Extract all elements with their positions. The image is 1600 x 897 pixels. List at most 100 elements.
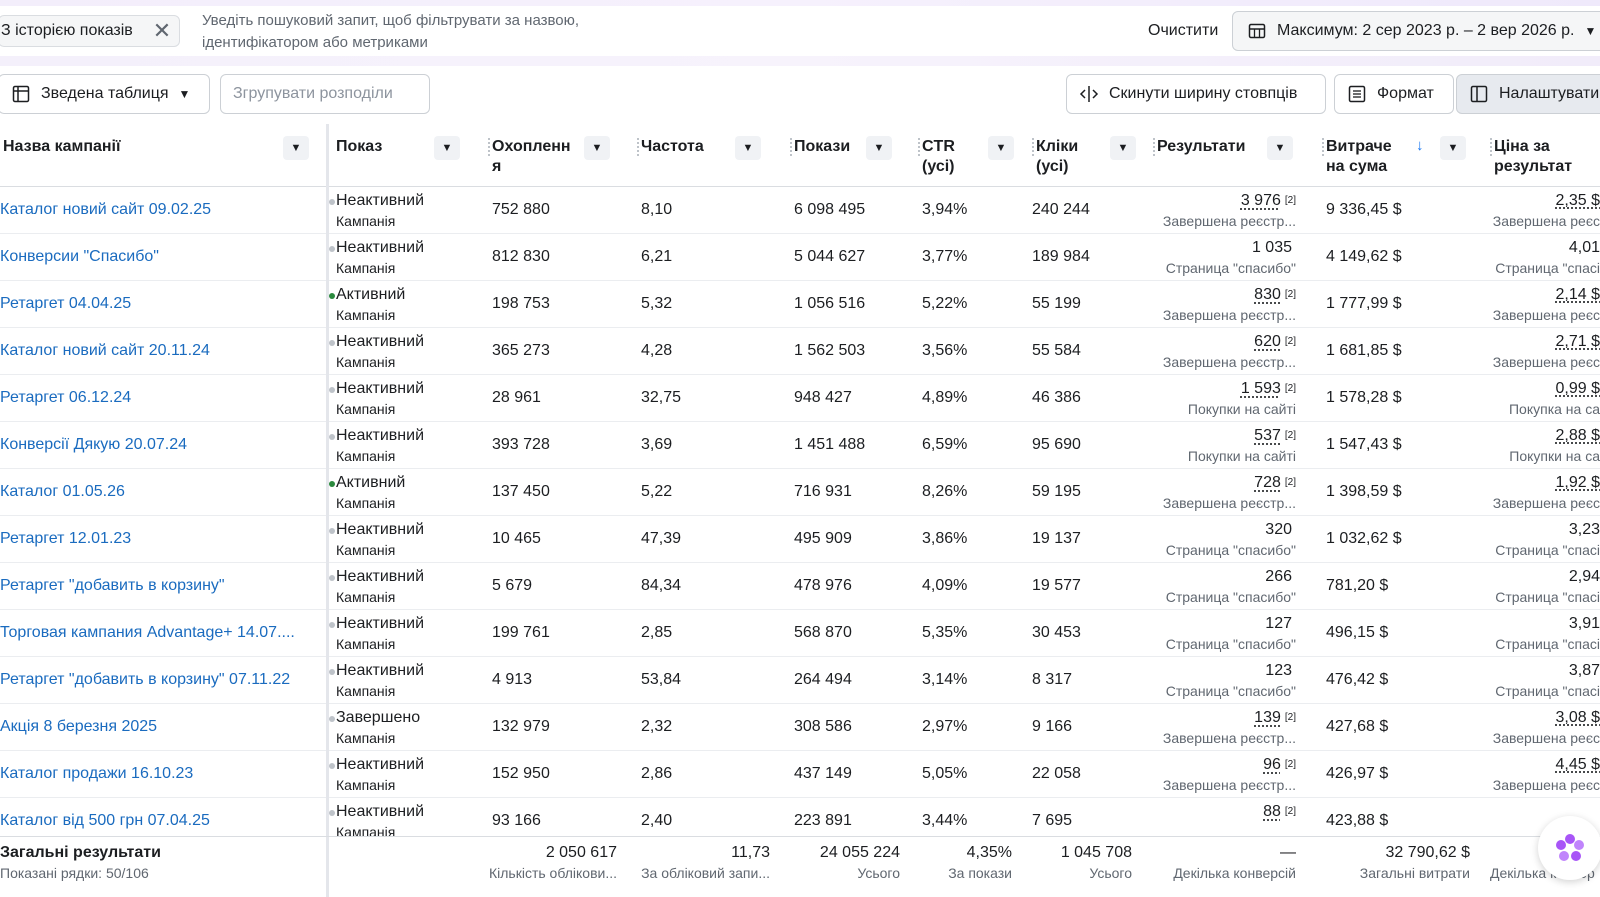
table-row[interactable]: Каталог продажи 16.10.23 Неактивний Камп… (0, 751, 1600, 798)
divider-band (0, 56, 1600, 66)
table-row[interactable]: Ретаргет "добавить в корзину" Неактивний… (0, 563, 1600, 610)
results-value[interactable]: 830 (1254, 286, 1281, 304)
drag-handle-icon[interactable] (488, 138, 493, 156)
reset-column-widths-button[interactable]: Скинути ширину стовпців (1066, 74, 1326, 114)
delivery-level-label: Кампанія (336, 260, 396, 276)
results-value[interactable]: 139 (1254, 709, 1281, 727)
column-header-delivery[interactable]: Показ ▼ (336, 124, 476, 186)
campaign-name-link[interactable]: Каталог новий сайт 09.02.25 (0, 201, 212, 218)
cost-per-result-value: 2,35 $ (1555, 192, 1600, 209)
results-cell: 1 593 [2] Покупки на сайті (1120, 375, 1296, 422)
total-impressions: 24 055 224 Усього (780, 843, 900, 883)
drag-handle-icon[interactable] (918, 138, 923, 156)
chevron-down-icon[interactable]: ▼ (1110, 136, 1136, 160)
results-count-tag: [2] (1284, 289, 1296, 300)
campaign-name-link[interactable]: Торговая кампания Advantage+ 14.07.... (0, 624, 295, 641)
date-range-button[interactable]: Максимум: 2 сер 2023 р. – 2 вер 2026 р. … (1232, 11, 1600, 51)
chevron-down-icon[interactable]: ▼ (434, 136, 460, 160)
chevron-down-icon[interactable]: ▼ (584, 136, 610, 160)
results-value: 123 (1265, 662, 1292, 680)
table-row[interactable]: Ретаргет "добавить в корзину" 07.11.22 Н… (0, 657, 1600, 704)
close-icon[interactable]: ✕ (152, 18, 172, 43)
results-value[interactable]: 1 593 (1240, 380, 1281, 398)
clear-button[interactable]: Очистити (1148, 22, 1219, 39)
table-row[interactable]: Каталог новий сайт 20.11.24 Неактивний К… (0, 328, 1600, 375)
table-row[interactable]: Конверсії Дякую 20.07.24 Неактивний Камп… (0, 422, 1600, 469)
column-header-reach[interactable]: Охопленн я ▼ (488, 124, 622, 186)
column-header-results[interactable]: Результати ▼ (1153, 124, 1307, 186)
results-value[interactable]: 88 (1263, 803, 1281, 821)
total-results-caption: Декілька конверсій (1173, 865, 1296, 881)
column-header-frequency[interactable]: Частота ▼ (637, 124, 771, 186)
cost-per-result-cell: 3,23 Страница "спасі (1486, 516, 1600, 563)
campaign-name-link[interactable]: Ретаргет 04.04.25 (0, 295, 132, 312)
results-cell: 320 Страница "спасибо" (1120, 516, 1296, 563)
drag-handle-icon[interactable] (790, 138, 795, 156)
rows-shown-count: Показані рядки: 50/106 (0, 865, 149, 881)
chevron-down-icon[interactable]: ▼ (283, 136, 309, 160)
column-header-spend[interactable]: Витраче на сума ↓ ▼ (1322, 124, 1486, 186)
table-row[interactable]: Конверсии "Спасибо" Неактивний Кампанія … (0, 234, 1600, 281)
campaign-name-link[interactable]: Ретаргет 12.01.23 (0, 530, 132, 547)
results-cell: 620 [2] Завершена реєстр... (1120, 328, 1296, 375)
group-breakdowns-label: Згрупувати розподіли (233, 85, 393, 102)
results-value[interactable]: 728 (1254, 474, 1281, 492)
sort-descending-icon[interactable]: ↓ (1416, 137, 1424, 154)
campaign-name-link[interactable]: Ретаргет 06.12.24 (0, 389, 132, 406)
table-row[interactable]: Ретаргет 12.01.23 Неактивний Кампанія 10… (0, 516, 1600, 563)
pivot-table-label: Зведена таблиця (41, 85, 169, 102)
chevron-down-icon[interactable]: ▼ (735, 136, 761, 160)
column-header-cost-per-result[interactable]: Ціна за результат (1490, 124, 1600, 186)
campaign-name-link[interactable]: Каталог від 500 грн 07.04.25 (0, 812, 210, 829)
cost-per-result-value: 3,08 $ (1555, 709, 1600, 726)
chevron-down-icon[interactable]: ▼ (1267, 136, 1293, 160)
campaign-name-link[interactable]: Каталог новий сайт 20.11.24 (0, 342, 210, 359)
chevron-down-icon[interactable]: ▼ (866, 136, 892, 160)
drag-handle-icon[interactable] (1153, 138, 1158, 156)
frequency-value: 2,40 (641, 812, 673, 829)
campaign-name-link[interactable]: Конверсии "Спасибо" (0, 248, 159, 265)
table-row[interactable]: Торговая кампания Advantage+ 14.07.... Н… (0, 610, 1600, 657)
chevron-down-icon[interactable]: ▼ (988, 136, 1014, 160)
column-header-name[interactable]: Назва кампанії ▼ (3, 124, 313, 186)
column-header-clicks[interactable]: Кліки (усі) ▼ (1032, 124, 1136, 186)
table-row[interactable]: Акція 8 березня 2025 Завершено Кампанія … (0, 704, 1600, 751)
search-input[interactable]: Уведіть пошуковий запит, щоб фільтрувати… (202, 10, 642, 54)
results-value[interactable]: 537 (1254, 427, 1281, 445)
assistant-button[interactable] (1538, 816, 1600, 880)
column-header-impressions[interactable]: Покази ▼ (790, 124, 904, 186)
campaign-name-link[interactable]: Ретаргет "добавить в корзину" 07.11.22 (0, 671, 291, 688)
column-header-frequency-label: Частота (641, 138, 704, 155)
results-value[interactable]: 96 (1263, 756, 1281, 774)
clicks-value: 19 137 (1032, 530, 1081, 547)
table-row[interactable]: Каталог новий сайт 09.02.25 Неактивний К… (0, 187, 1600, 234)
table-row[interactable]: Каталог від 500 грн 07.04.25 Неактивний … (0, 798, 1600, 836)
table-row[interactable]: Ретаргет 06.12.24 Неактивний Кампанія 28… (0, 375, 1600, 422)
chevron-down-icon[interactable]: ▼ (1440, 136, 1466, 160)
results-value[interactable]: 3 976 (1240, 192, 1281, 210)
campaign-name-link[interactable]: Акція 8 березня 2025 (0, 718, 158, 735)
table-row[interactable]: Каталог 01.05.26 Активний Кампанія 137 4… (0, 469, 1600, 516)
format-button[interactable]: Формат (1334, 74, 1454, 114)
spend-value: 426,97 $ (1326, 765, 1389, 782)
group-breakdowns-button[interactable]: Згрупувати розподіли (220, 74, 430, 114)
results-value[interactable]: 620 (1254, 333, 1281, 351)
campaign-name-link[interactable]: Ретаргет "добавить в корзину" (0, 577, 225, 594)
drag-handle-icon[interactable] (1032, 138, 1037, 156)
table-row[interactable]: Ретаргет 04.04.25 Активний Кампанія 198 … (0, 281, 1600, 328)
filter-chip[interactable]: З історією показів ✕ (0, 15, 180, 47)
campaign-name-link[interactable]: Каталог продажи 16.10.23 (0, 765, 194, 782)
column-header-ctr[interactable]: CTR (усі) ▼ (918, 124, 1022, 186)
drag-handle-icon[interactable] (1322, 138, 1327, 156)
campaign-name-link[interactable]: Каталог 01.05.26 (0, 483, 125, 500)
customize-columns-button[interactable]: Налаштувати (1456, 74, 1600, 114)
reach-value: 752 880 (492, 201, 550, 218)
drag-handle-icon[interactable] (637, 138, 642, 156)
pivot-table-button[interactable]: Зведена таблиця ▼ (0, 74, 210, 114)
cost-per-result-type: Завершена реєс (1492, 495, 1600, 511)
column-header-ctr-label-2: (усі) (922, 158, 955, 175)
cost-per-result-type: Завершена реєс (1492, 213, 1600, 229)
drag-handle-icon[interactable] (1490, 138, 1495, 156)
delivery-status-label: Неактивний (336, 192, 425, 209)
campaign-name-link[interactable]: Конверсії Дякую 20.07.24 (0, 436, 188, 453)
